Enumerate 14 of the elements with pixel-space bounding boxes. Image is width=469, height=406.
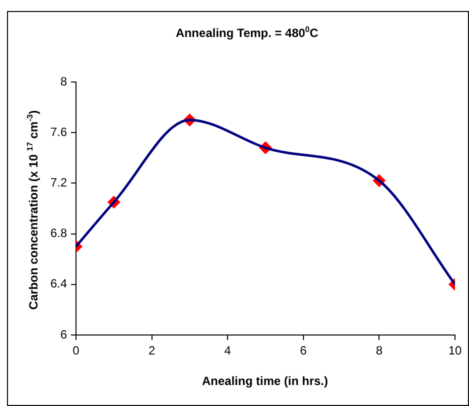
y-tick-label: 8 <box>60 74 68 88</box>
x-tick-label: 2 <box>148 344 156 358</box>
x-tick-label: 6 <box>300 344 308 358</box>
y-tick-label: 6.4 <box>50 276 68 291</box>
x-tick-label: 4 <box>224 344 232 358</box>
x-tick-label: 10 <box>448 344 462 358</box>
y-tick-label: 7.6 <box>50 124 68 139</box>
x-tick-label: 0 <box>72 344 80 358</box>
y-tick-label: 6.8 <box>50 226 68 240</box>
x-tick-label: 8 <box>376 344 383 358</box>
y-tick-label: 7.2 <box>50 176 68 190</box>
x-axis-title: Anealing time (in hrs.) <box>200 374 329 388</box>
chart-title: Annealing Temp. = 480$^{0}$C <box>174 25 320 40</box>
y-tick-label: 6 <box>60 327 68 342</box>
